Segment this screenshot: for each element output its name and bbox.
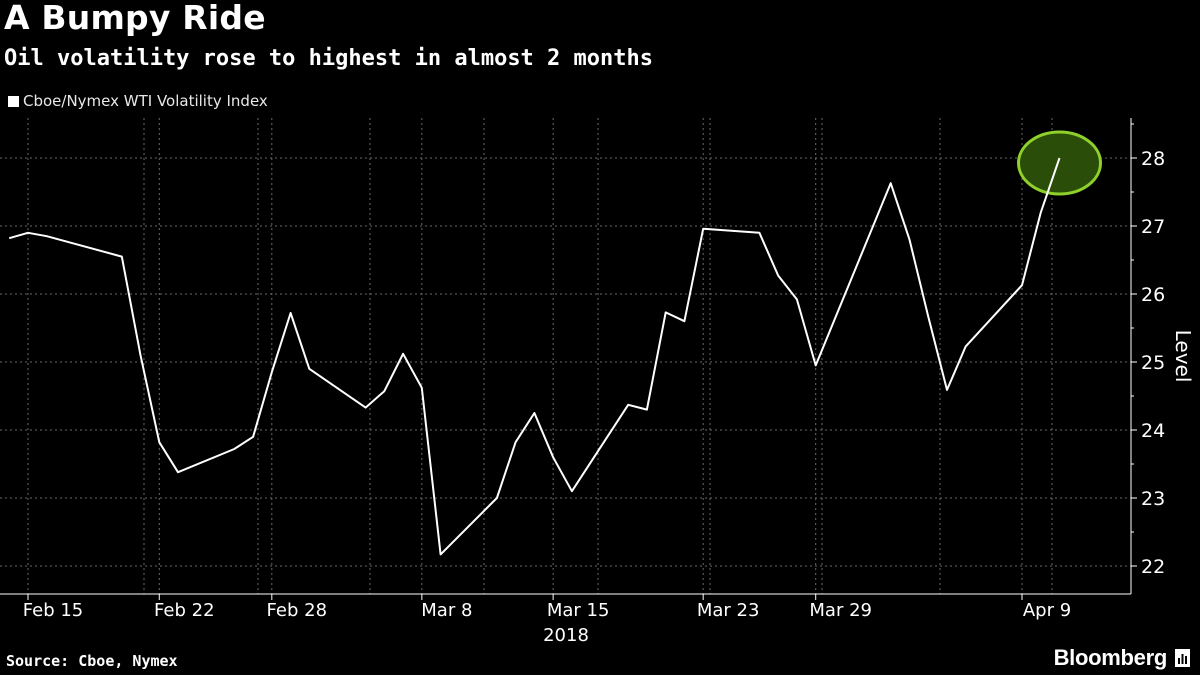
x-tick-label: Feb 28 bbox=[267, 600, 328, 621]
x-tick-label: Feb 15 bbox=[23, 600, 84, 621]
x-axis-year-label: 2018 bbox=[543, 625, 589, 646]
highlight-circle bbox=[1017, 130, 1103, 196]
x-tick-label: Mar 29 bbox=[809, 600, 872, 621]
chart-title: A Bumpy Ride bbox=[4, 0, 266, 37]
bloomberg-chart-icon bbox=[1175, 649, 1190, 667]
x-tick-label: Mar 15 bbox=[547, 600, 610, 621]
highlight-layer bbox=[1017, 130, 1103, 196]
x-axis: Feb 15 Feb 22 Feb 28 Mar 8 Mar 15 Mar 23 Mar 2… bbox=[0, 593, 1131, 621]
x-tick-label: Mar 23 bbox=[697, 600, 760, 621]
y-tick-label: 23 bbox=[1141, 488, 1165, 510]
y-tick-label: 25 bbox=[1141, 352, 1165, 374]
x-tick-label: Apr 9 bbox=[1023, 600, 1071, 621]
y-tick-label: 22 bbox=[1141, 556, 1165, 578]
brand-name: Bloomberg bbox=[1053, 645, 1168, 670]
y-tick-label: 24 bbox=[1141, 420, 1165, 442]
chart-subtitle: Oil volatility rose to highest in almost… bbox=[4, 46, 654, 71]
legend-series-label: Cboe/Nymex WTI Volatility Index bbox=[23, 92, 268, 110]
chart-legend: Cboe/Nymex WTI Volatility Index bbox=[8, 92, 268, 110]
series-line bbox=[8, 157, 1061, 556]
source-note: Source: Cboe, Nymex bbox=[6, 652, 178, 670]
x-tick-label: Feb 22 bbox=[154, 600, 215, 621]
brand-logo: Bloomberg bbox=[1054, 645, 1190, 671]
y-tick-label: 27 bbox=[1141, 216, 1165, 238]
y-axis-label: Level bbox=[1171, 330, 1195, 383]
y-tick-label: 26 bbox=[1141, 284, 1165, 306]
y-axis: 22 23 24 25 26 27 28 bbox=[1130, 118, 1165, 594]
series-layer bbox=[8, 157, 1061, 556]
x-tick-label: Mar 8 bbox=[421, 600, 472, 621]
grid-layer bbox=[0, 118, 1131, 594]
legend-swatch bbox=[8, 95, 19, 107]
y-tick-label: 28 bbox=[1141, 148, 1165, 170]
